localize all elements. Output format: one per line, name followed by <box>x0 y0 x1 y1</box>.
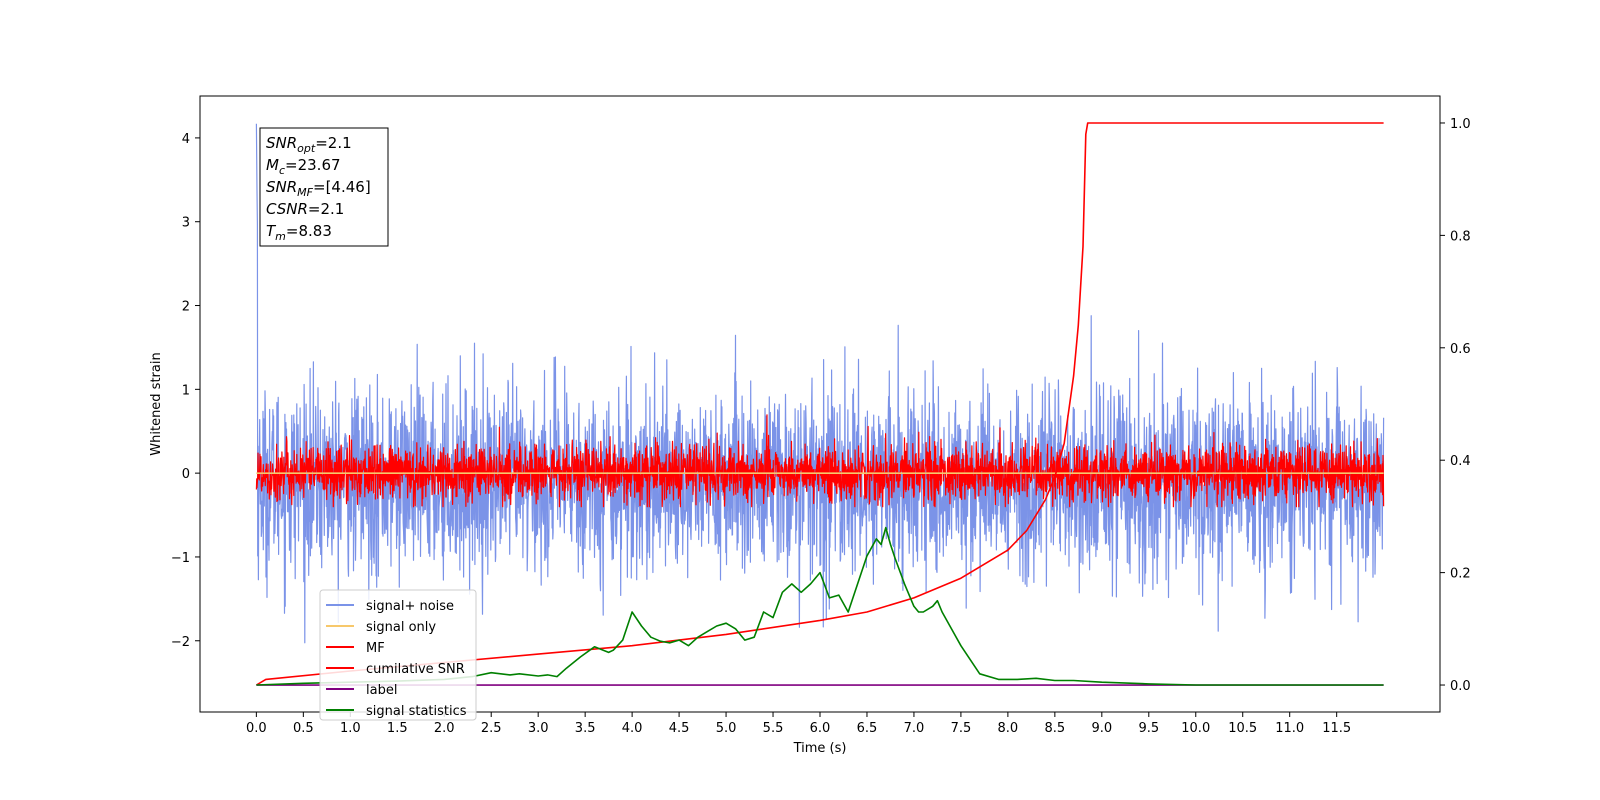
series-mf-line <box>255 414 1385 508</box>
y-tick-label: 0 <box>182 467 190 482</box>
info-variable: SNR <box>266 134 297 152</box>
y-axis-right: 0.0 0.2 0.4 0.6 0.8 1.0 <box>1440 117 1471 694</box>
y-axis-left: −2 −1 0 1 2 3 4 <box>171 132 200 650</box>
y-tick-label: 1 <box>182 383 190 398</box>
y2-tick-label: 0.8 <box>1450 229 1471 244</box>
x-tick-label: 1.0 <box>340 721 361 736</box>
y-tick-label: −1 <box>171 551 190 566</box>
x-tick-label: 9.0 <box>1091 721 1112 736</box>
info-subscript: opt <box>297 142 316 155</box>
legend: signal+ noise signal only MF cumilative SNR… <box>319 589 477 721</box>
x-tick-label: 9.5 <box>1138 721 1159 736</box>
x-tick-label: 5.5 <box>763 721 784 736</box>
x-tick-label: 0.0 <box>246 721 267 736</box>
legend-label: signal+ noise <box>366 599 454 614</box>
x-tick-label: 11.5 <box>1322 721 1351 736</box>
x-tick-label: 3.0 <box>528 721 549 736</box>
x-tick-label: 11.0 <box>1275 721 1304 736</box>
x-tick-label: 7.0 <box>904 721 925 736</box>
x-tick-label: 10.0 <box>1181 721 1210 736</box>
y-axis-label: Whitened strain <box>149 352 164 455</box>
y-tick-label: −2 <box>171 635 190 650</box>
x-tick-label: 6.0 <box>810 721 831 736</box>
x-tick-label: 10.5 <box>1228 721 1257 736</box>
y-tick-label: 3 <box>182 216 190 231</box>
info-subscript: c <box>279 164 285 177</box>
x-tick-label: 5.0 <box>716 721 737 736</box>
series-signal-statistics-line <box>256 526 1384 686</box>
series-cumilative-snr-line <box>255 122 1384 686</box>
legend-label: signal statistics <box>366 704 467 719</box>
info-box-frame <box>259 127 389 247</box>
info-subscript: MF <box>297 186 313 199</box>
y-tick-label: 4 <box>182 132 190 147</box>
info-value: =2.1 <box>315 134 351 152</box>
x-axis-label: Time (s) <box>793 741 847 756</box>
legend-label: signal only <box>366 620 436 635</box>
info-variable: M <box>266 156 279 174</box>
x-tick-label: 2.5 <box>481 721 502 736</box>
x-tick-label: 1.5 <box>387 721 408 736</box>
info-value: =23.67 <box>285 156 341 174</box>
y2-tick-label: 0.4 <box>1450 454 1471 469</box>
info-value: =8.83 <box>286 222 332 240</box>
x-tick-label: 2.0 <box>434 721 455 736</box>
info-subscript: m <box>275 230 286 243</box>
x-axis: 0.0 0.5 1.0 1.5 2.0 2.5 3.0 3.5 4.0 4.5 5.0 5.5 6.0 6… <box>246 712 1351 736</box>
legend-label: MF <box>366 641 385 656</box>
x-tick-label: 4.5 <box>669 721 690 736</box>
legend-label: cumilative SNR <box>366 662 465 677</box>
y-tick-label: 2 <box>182 300 190 315</box>
info-value: =2.1 <box>308 200 344 218</box>
x-tick-label: 8.5 <box>1045 721 1066 736</box>
x-tick-label: 7.5 <box>951 721 972 736</box>
x-tick-label: 4.0 <box>622 721 643 736</box>
legend-frame <box>319 589 477 721</box>
x-tick-label: 6.5 <box>857 721 878 736</box>
info-box: SNRopt=2.1 Mc=23.67 SNRMF=[4.46] CSNR=2.1 Tm… <box>259 127 389 247</box>
info-box-text: SNRopt=2.1 Mc=23.67 SNRMF=[4.46] CSNR=2.1 Tm… <box>266 134 371 243</box>
x-tick-label: 8.0 <box>998 721 1019 736</box>
info-value: =[4.46] <box>313 178 371 196</box>
info-variable: SNR <box>266 178 297 196</box>
y2-tick-label: 0.2 <box>1450 567 1471 582</box>
y2-tick-label: 0.6 <box>1450 342 1471 357</box>
info-variable: T <box>266 222 277 240</box>
info-variable: CSNR <box>266 200 308 218</box>
x-tick-label: 0.5 <box>293 721 314 736</box>
legend-label: label <box>366 683 397 698</box>
x-tick-label: 3.5 <box>575 721 596 736</box>
y2-tick-label: 1.0 <box>1450 117 1471 132</box>
y2-tick-label: 0.0 <box>1450 679 1471 694</box>
